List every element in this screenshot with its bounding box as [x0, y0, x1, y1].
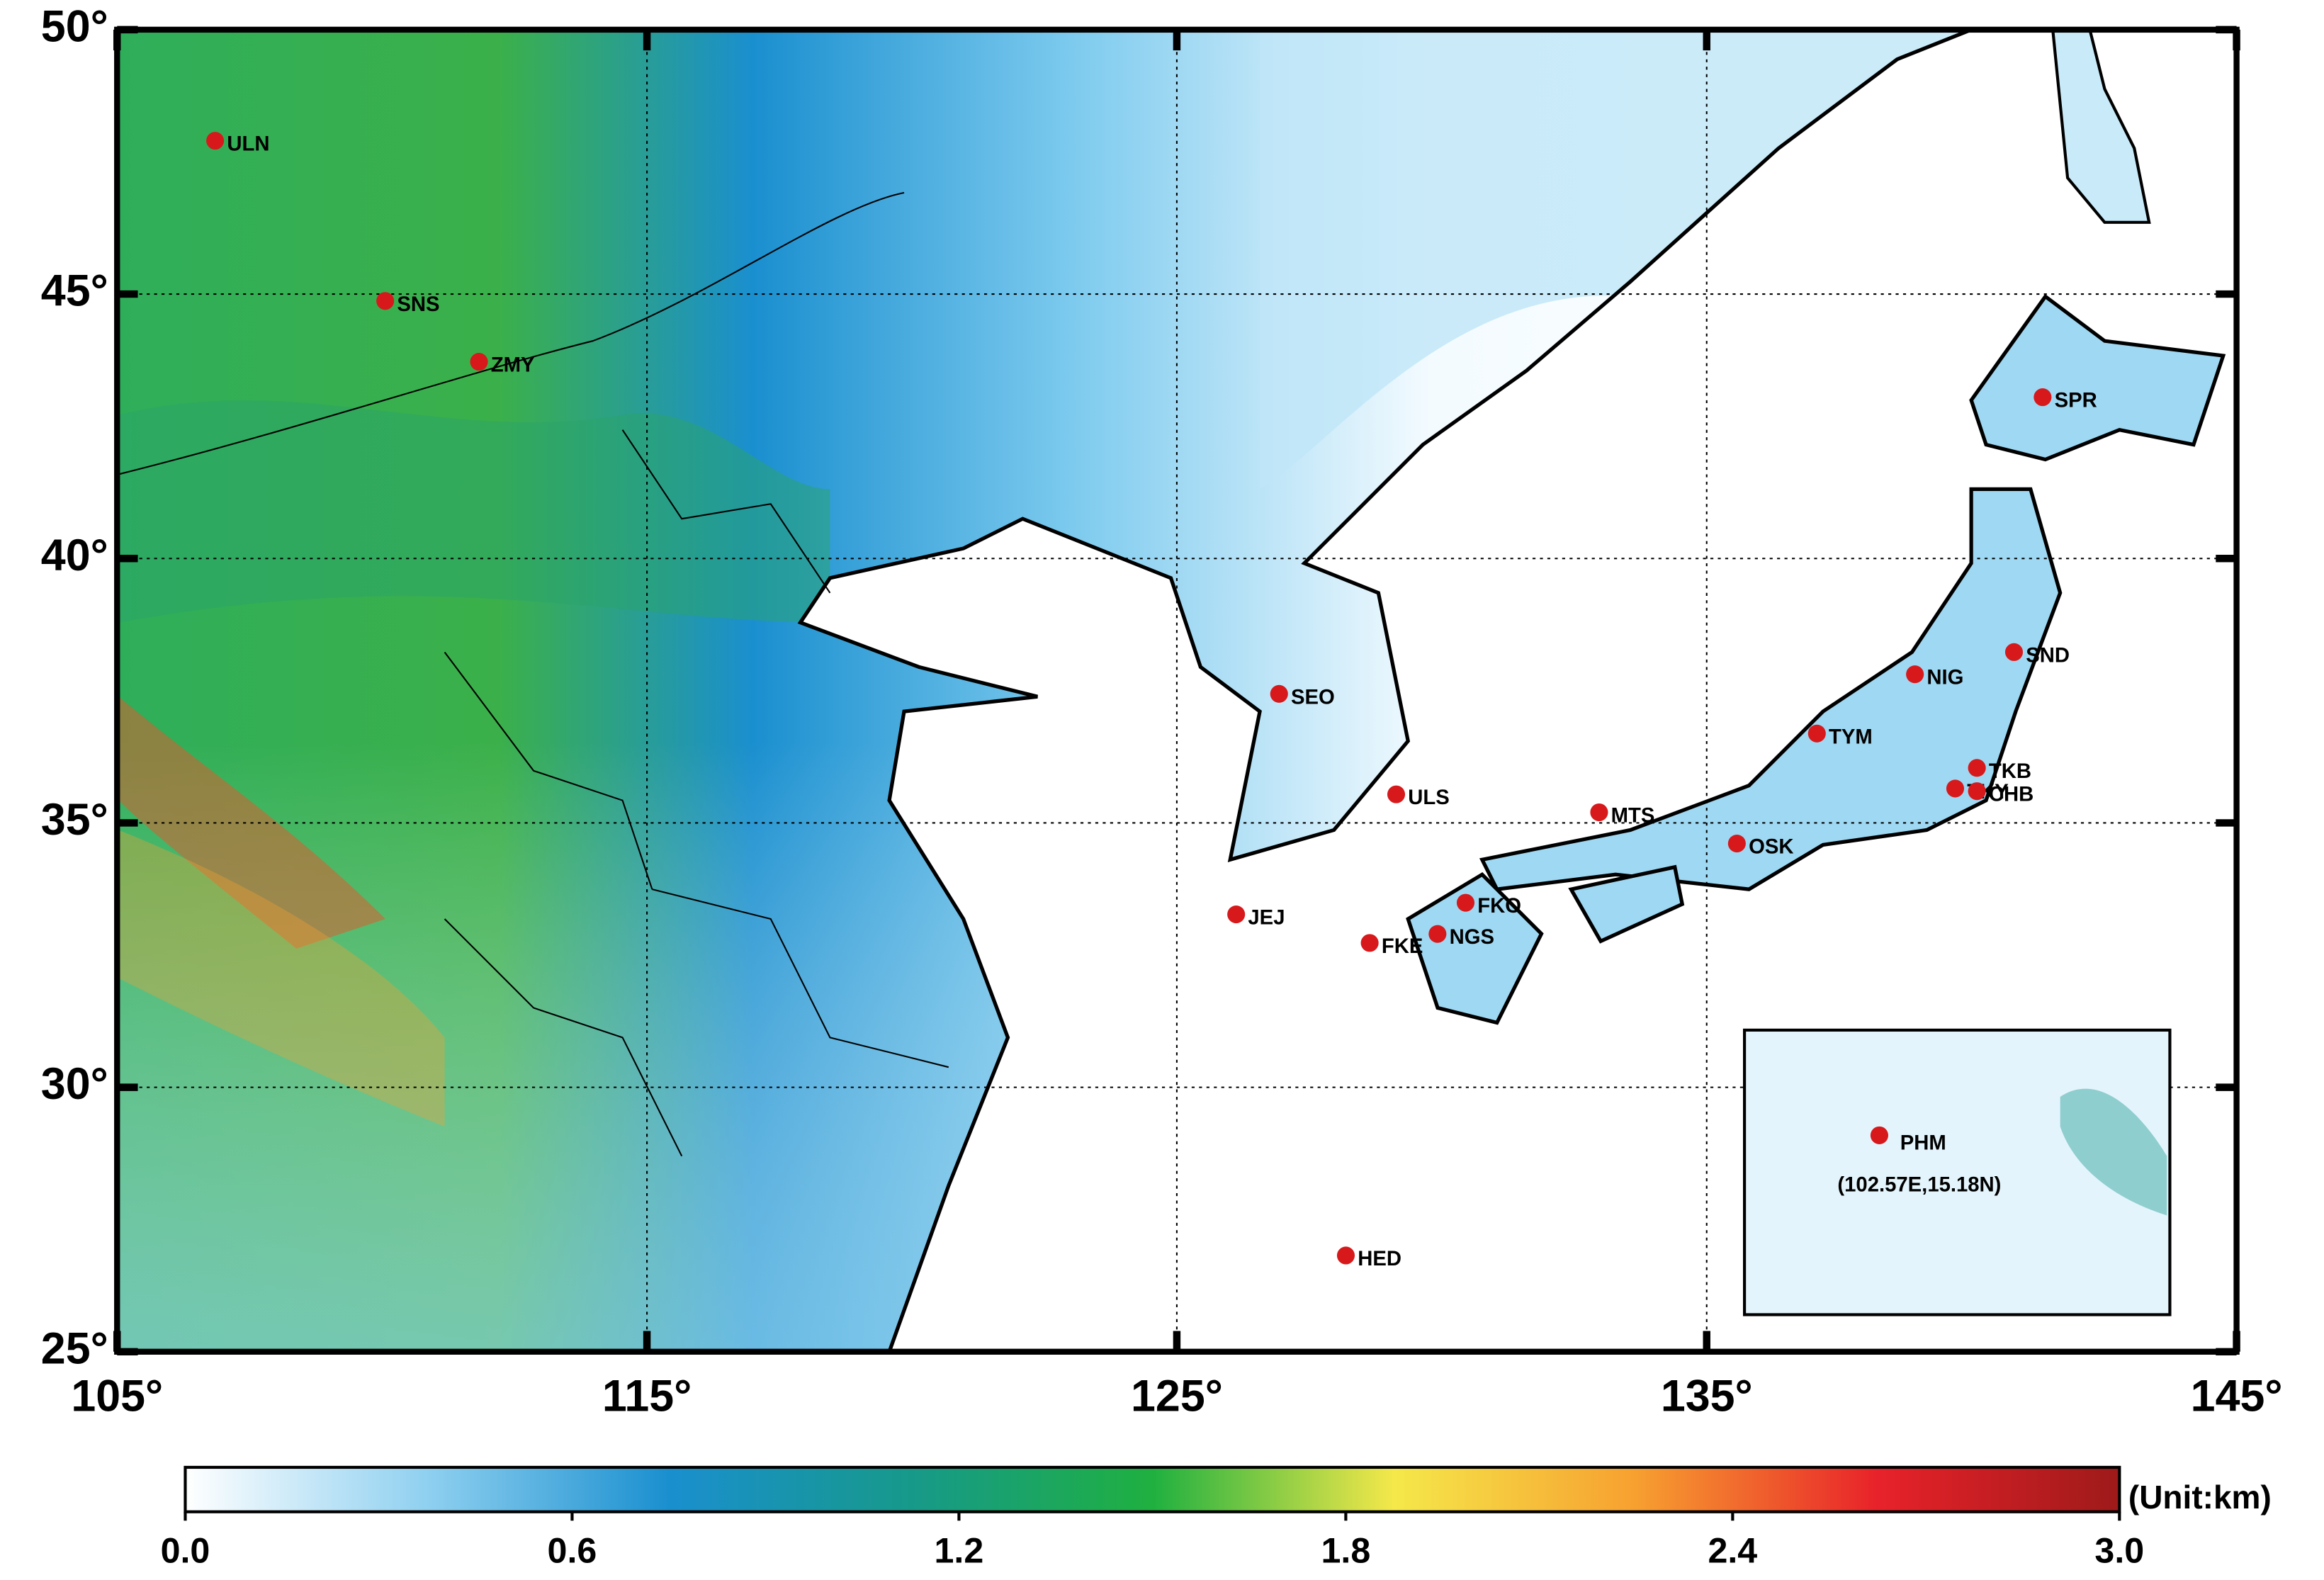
x-tick-label: 135° [1661, 1371, 1753, 1421]
y-tick-label: 35° [41, 795, 108, 845]
station-label: HED [1358, 1247, 1401, 1270]
border [118, 191, 949, 1157]
colorbar-tick-label: 0.0 [161, 1531, 210, 1571]
colorbar-tick-label: 0.6 [548, 1531, 597, 1571]
frame [114, 26, 2240, 1355]
inset-coordinates: (102.57E,15.18N) [1837, 1173, 2001, 1196]
station-dot [1360, 934, 1379, 952]
station-dot [206, 132, 225, 150]
inset-station-dot [1870, 1126, 1888, 1144]
inset-terrain [2060, 1088, 2167, 1216]
sakhalin [2051, 29, 2151, 224]
station-dot [470, 353, 488, 371]
inset-station-label: PHM [1900, 1132, 1946, 1155]
inset-frame [1743, 1028, 2172, 1316]
terrain [117, 29, 2237, 1352]
colorbar: (Unit:km) 0.0 0.6 1.2 1.8 2.4 3.0 [161, 1465, 2272, 1571]
station-label: ULN [227, 132, 269, 156]
colorbar-tick-label: 1.2 [935, 1531, 984, 1571]
station-label: OSK [1749, 835, 1793, 859]
shikoku [1568, 864, 1685, 944]
station-label: TKB [1989, 760, 2031, 783]
colorbar-bar [184, 1465, 2121, 1513]
station-dot [1270, 684, 1288, 703]
station-label: SND [2026, 643, 2070, 667]
station-dot [1456, 893, 1475, 912]
y-tick-label: 40° [41, 531, 108, 580]
y-tick-label: 30° [41, 1059, 108, 1109]
station-label: NGS [1450, 925, 1494, 949]
station-dot [1727, 834, 1746, 853]
x-tick-label: 125° [1131, 1371, 1223, 1421]
station-label: TYM [1829, 725, 1873, 748]
station-dot [1807, 724, 1826, 743]
station-dot [1227, 905, 1246, 924]
station-label: NIG [1927, 666, 1963, 689]
y-tick-label: 50° [41, 1, 108, 51]
plateau [118, 400, 830, 623]
station-dot [1906, 665, 1924, 684]
station-dot [1968, 759, 1986, 777]
honshu [1479, 487, 2063, 891]
station-dot [2034, 388, 2052, 407]
station-label: ULS [1408, 786, 1450, 809]
y-tick-label: 25° [41, 1324, 108, 1373]
hokkaido [1969, 293, 2226, 462]
y-tick-label: 45° [41, 266, 108, 316]
colorbar-unit: (Unit:km) [2128, 1479, 2272, 1516]
station-label: JEJ [1248, 906, 1285, 930]
inset: PHM (102.57E,15.18N) [1743, 1028, 2172, 1316]
x-tick-label: 105° [71, 1371, 163, 1421]
x-tick-label: 115° [602, 1371, 692, 1421]
colorbar-tick-label: 1.8 [1321, 1531, 1370, 1571]
stations: ULN SNS ZMY SEO ULS JEJ MTS OSK FKO NGS FKE HED TYM N… [206, 132, 2097, 1270]
station-dot [376, 292, 395, 310]
station-dot [1336, 1246, 1355, 1265]
station-label: FKO [1477, 894, 1521, 918]
highland [118, 830, 445, 1127]
colorbar-tick-label: 2.4 [1708, 1531, 1757, 1571]
station-dot [1968, 782, 1986, 801]
kyushu [1406, 871, 1544, 1025]
station-label: SEO [1291, 685, 1335, 709]
station-label: SNS [397, 293, 439, 316]
x-tick-label: 145° [2191, 1371, 2283, 1421]
station-label: CHB [1989, 783, 2034, 806]
station-dot [1590, 803, 1608, 822]
station-dot [2004, 643, 2024, 661]
station-label: ZMY [491, 354, 535, 377]
colorbar-tick-label: 3.0 [2094, 1531, 2144, 1571]
station-label: MTS [1611, 804, 1655, 828]
station-label: SPR [2055, 389, 2097, 412]
station-dot [1946, 779, 1965, 798]
station-label: FKE [1382, 935, 1423, 958]
sea [797, 29, 2237, 1352]
station-dot [1428, 925, 1447, 943]
station-dot [1387, 785, 1406, 803]
